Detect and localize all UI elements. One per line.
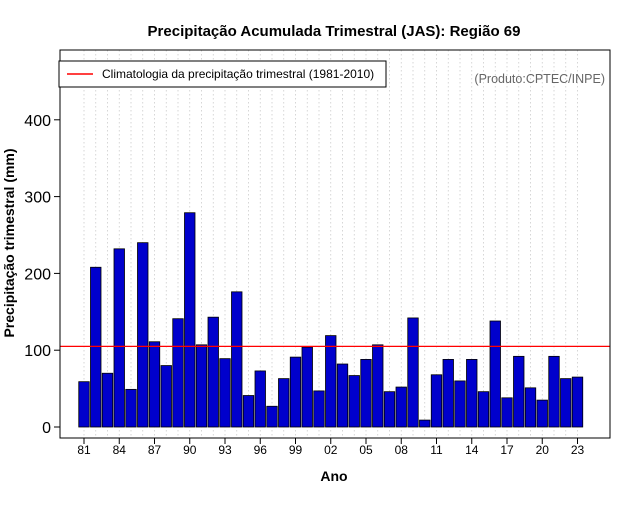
bar-2003	[336, 363, 349, 428]
bar-2015	[477, 391, 490, 428]
bar-2009	[407, 317, 419, 428]
bar-2013	[454, 380, 466, 428]
source-note: (Produto:CPTEC/INPE)	[474, 72, 605, 86]
x-tick-label: 11	[430, 443, 443, 457]
y-tick-label: 0	[42, 420, 51, 437]
x-tick-label: 84	[113, 443, 127, 457]
bar-2012	[442, 359, 454, 428]
axis-layer: 0 100 200 300 400 81 84 87 90 93 96 99 02 05 08 11 14 17 2…	[24, 113, 584, 457]
bar-1983	[101, 372, 114, 428]
x-tick-label: 08	[395, 443, 409, 457]
x-tick-label: 96	[254, 443, 268, 457]
y-tick-label: 100	[24, 343, 51, 360]
x-tick-label: 05	[359, 443, 373, 457]
bar-1987	[148, 341, 161, 428]
y-tick-label: 200	[24, 266, 51, 283]
bar-1995	[242, 395, 255, 428]
bar-1997	[266, 405, 278, 428]
bar-2011	[430, 374, 443, 428]
plot-frame	[59, 49, 611, 439]
legend-label: Climatologia da precipitação trimestral …	[102, 67, 374, 81]
x-tick-label: 23	[571, 443, 585, 457]
bar-2019	[524, 387, 537, 428]
x-tick-label: 17	[500, 443, 514, 457]
bar-1989	[172, 318, 184, 428]
bar-1996	[254, 370, 266, 428]
bar-2001	[313, 390, 325, 428]
bar-1993	[219, 358, 231, 428]
x-tick-label: 93	[218, 443, 232, 457]
x-tick-label: 20	[536, 443, 550, 457]
grid-layer	[83, 50, 578, 438]
bar-1981	[78, 381, 90, 428]
bar-2018	[513, 355, 525, 428]
chart-title: Precipitação Acumulada Trimestral (JAS):…	[148, 23, 521, 40]
bar-2017	[501, 397, 513, 428]
bar-1999	[289, 356, 302, 428]
bar-2000	[301, 346, 313, 428]
bar-1994	[231, 291, 243, 428]
bar-2010	[419, 419, 431, 428]
legend: Climatologia da precipitação trimestral …	[58, 60, 387, 88]
bar-2022	[560, 378, 572, 428]
bar-2014	[466, 359, 478, 428]
bar-1985	[125, 388, 137, 428]
bar-2006	[372, 344, 384, 428]
x-axis-label: Ano	[320, 468, 347, 484]
bar-1988	[160, 365, 172, 428]
bar-1992	[207, 316, 219, 428]
x-tick-label: 90	[183, 443, 197, 457]
bar-layer	[78, 212, 584, 428]
x-tick-label: 87	[148, 443, 162, 457]
bar-2007	[383, 391, 396, 428]
x-tick-label: 02	[324, 443, 338, 457]
bar-1984	[113, 248, 125, 428]
bar-2005	[360, 359, 372, 428]
bar-1998	[278, 378, 290, 428]
x-tick-label: 81	[77, 443, 91, 457]
x-tick-label: 99	[289, 443, 303, 457]
y-tick-label: 300	[24, 190, 51, 207]
bar-2020	[536, 399, 548, 428]
bar-2004	[348, 375, 360, 428]
bar-2023	[571, 376, 584, 428]
bar-1982	[90, 266, 102, 428]
y-axis-label: Precipitação trimestral (mm)	[1, 148, 17, 337]
bar-2008	[395, 386, 407, 428]
bar-1986	[137, 242, 149, 428]
bar-2002	[325, 335, 337, 428]
bar-2016	[489, 320, 501, 428]
bar-1991	[195, 344, 208, 428]
x-tick-label: 14	[465, 443, 479, 457]
bar-2021	[548, 355, 560, 428]
y-tick-label: 400	[24, 113, 51, 130]
legend-box	[58, 60, 387, 88]
bar-1990	[184, 212, 196, 428]
